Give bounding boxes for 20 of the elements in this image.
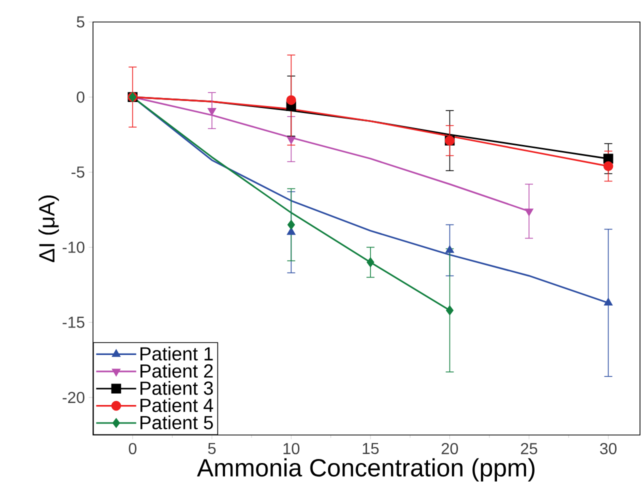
x-tick-label: 30: [600, 442, 617, 454]
x-axis-title: Ammonia Concentration (ppm): [196, 458, 534, 482]
legend-label: Patient 2: [140, 364, 213, 378]
legend-label: Patient 3: [140, 381, 213, 395]
legend-label: Patient 4: [140, 398, 214, 412]
y-tick-label: 0: [76, 91, 84, 103]
x-tick-label: 10: [284, 442, 300, 454]
y-axis-title: ΔI (μA): [38, 196, 59, 262]
x-tick-label: 0: [128, 442, 136, 454]
x-tick-label: 15: [362, 442, 379, 454]
legend-label: Patient 5: [140, 415, 213, 430]
y-tick-label: -10: [62, 242, 84, 253]
x-tick-label: 25: [520, 442, 538, 454]
legend-label: Patient 1: [140, 346, 213, 361]
y-tick-label: -5: [72, 166, 84, 178]
y-tick-label: -20: [62, 392, 84, 404]
x-tick-label: 5: [208, 442, 216, 454]
y-tick-label: 5: [76, 16, 84, 28]
x-tick-label: 20: [442, 442, 458, 454]
y-tick-label: -15: [62, 316, 84, 328]
